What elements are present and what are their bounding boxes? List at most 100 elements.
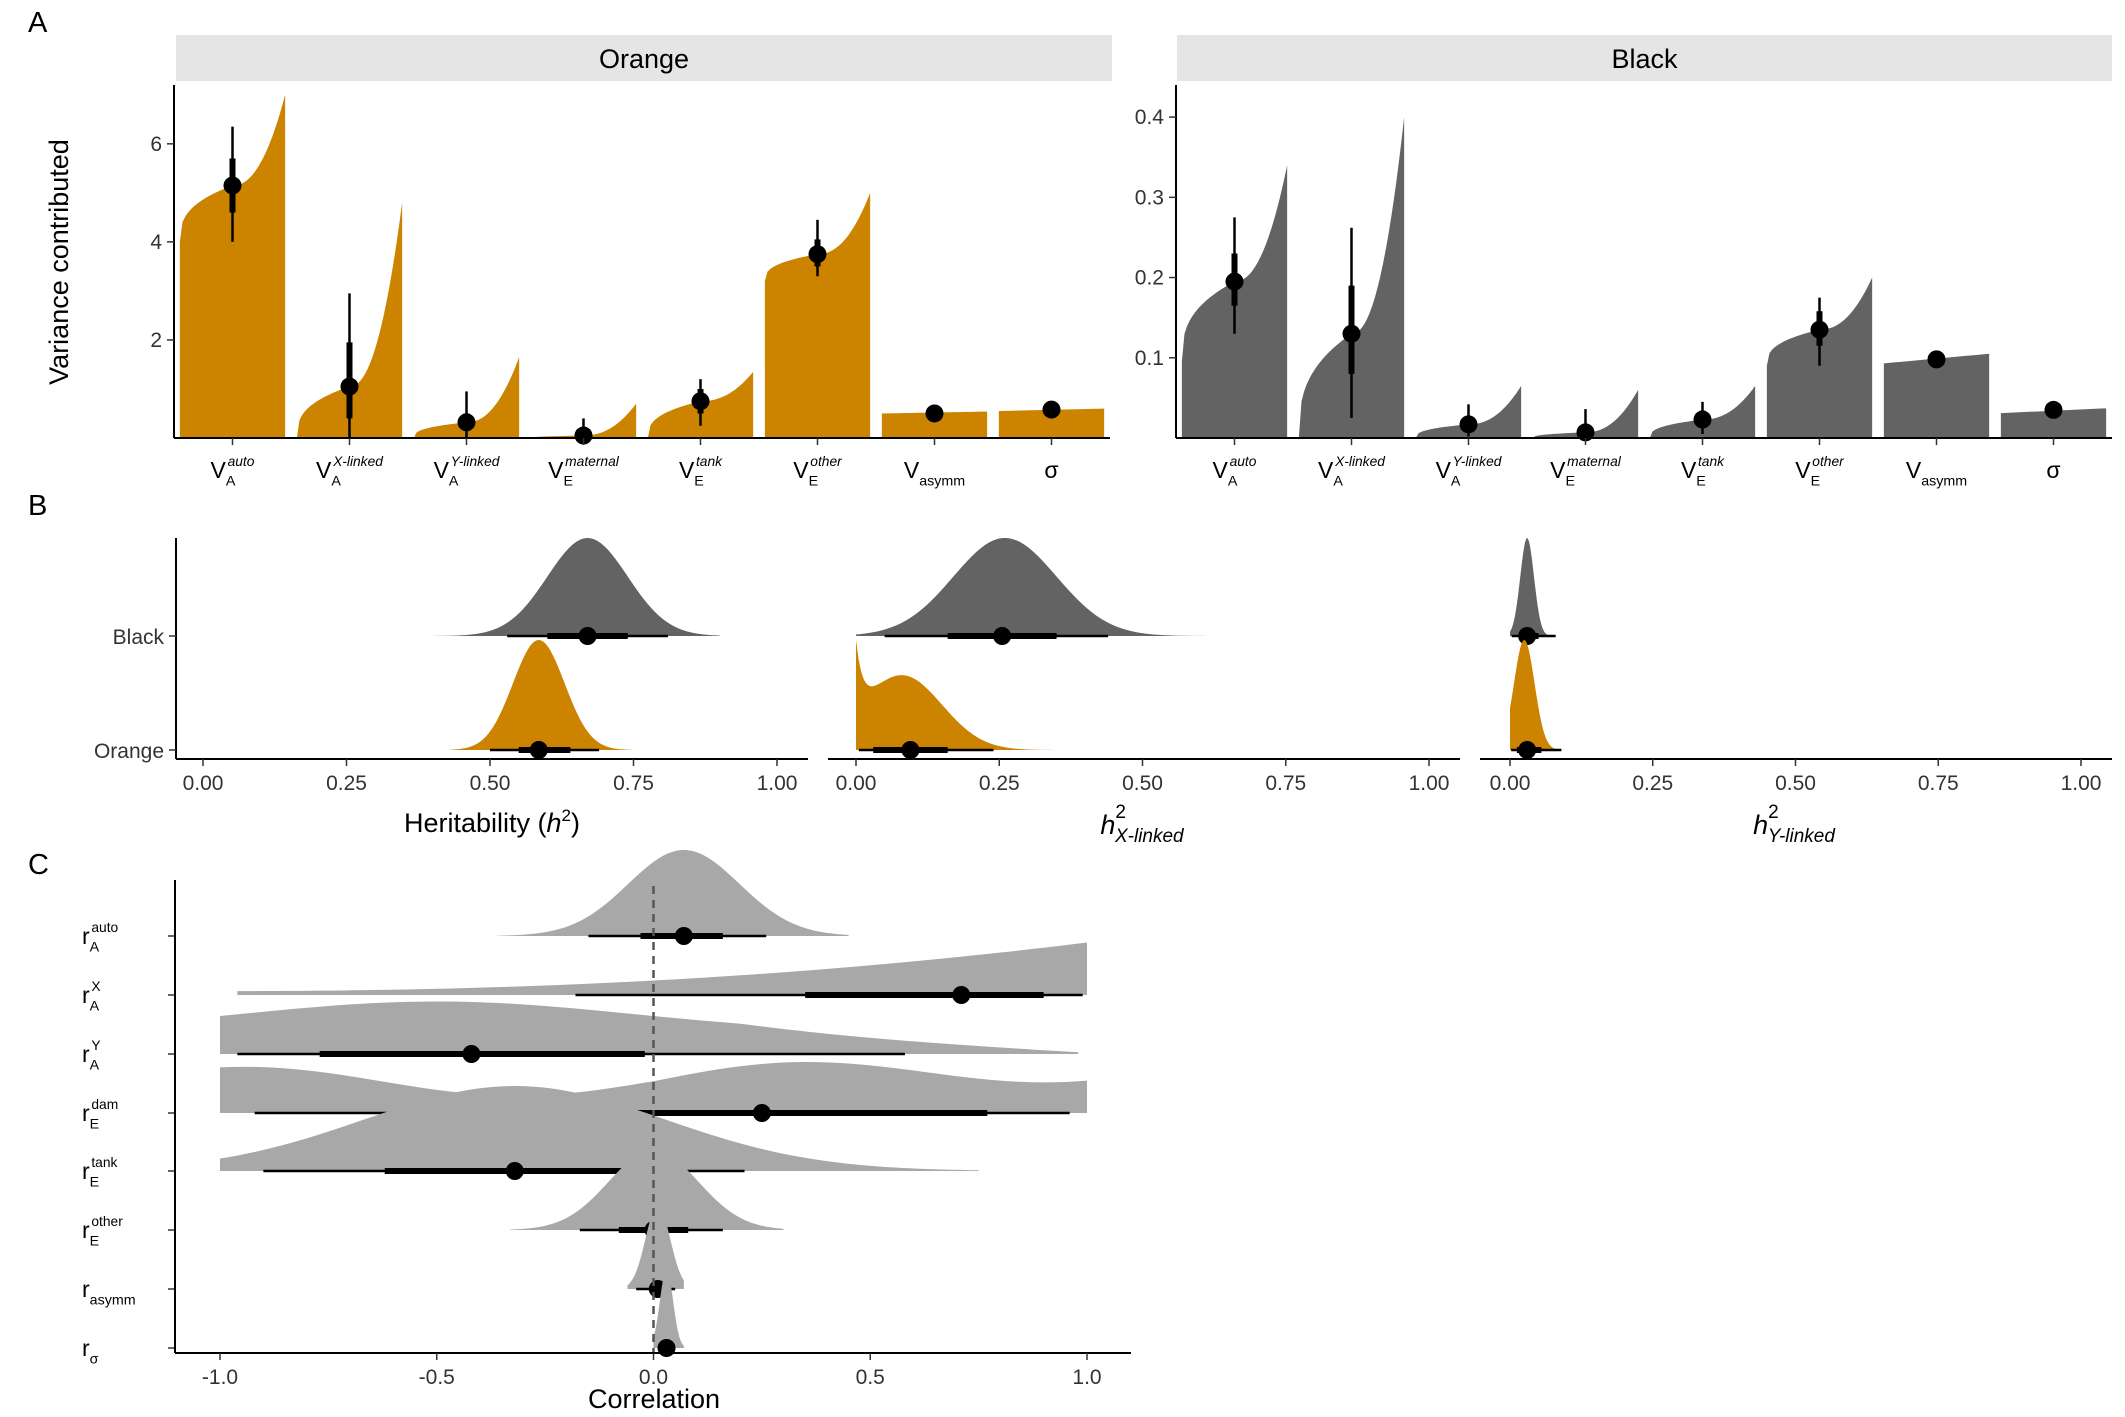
svg-text:rσ: rσ [82,1335,99,1367]
x-tick-label: 0.75 [1918,772,1959,795]
svg-text:VAY-linked: VAY-linked [1436,454,1503,490]
svg-text:rAX: rAX [82,979,101,1015]
median-point-orange [1518,741,1537,759]
x-tick-label: 0.25 [326,772,367,795]
y-tick-label: rEdam [82,1097,118,1133]
x-tick-label: 0.00 [1490,772,1531,795]
y-tick-label: 0.3 [1135,186,1164,209]
x-tick-label: 0.75 [613,772,654,795]
x-tick-label: 0.00 [183,772,224,795]
median-point-4 [691,392,710,411]
median-point [505,1162,524,1180]
panel-b-facet-1: 0.00 0.25 0.50 0.75 1.00 h2 X-linked [828,538,1460,847]
density-orange [1510,640,1590,750]
median-point [752,1104,771,1122]
x-axis-title: h2 X-linked [1100,802,1185,847]
violin-6 [1883,353,1990,438]
x-tick-label-0: VAauto [211,454,255,490]
violin-1 [296,202,403,438]
svg-text:VEmaternal: VEmaternal [548,454,620,490]
violin-0 [179,94,286,439]
y-tick-label: 0.4 [1135,106,1165,129]
violin-1 [1298,117,1405,438]
facet-orange: Orange 2 4 6 VAauto VAX-linked VAY-linked VEmat… [150,35,1112,489]
violin-7 [2000,408,2107,438]
median-point-2 [457,413,476,432]
density-black [432,538,720,636]
y-tick-label: rasymm [82,1276,136,1308]
median-point-orange [901,741,920,759]
density [497,850,849,936]
density [627,1205,684,1289]
x-tick-label-7: σ [1044,457,1058,483]
median-point-7 [2044,400,2063,419]
y-tick-label-orange: Orange [94,740,164,763]
median-point [952,986,971,1004]
x-tick-label-4: VEtank [1681,454,1725,490]
median-point-orange [529,741,548,759]
x-tick-label: 1.0 [1072,1366,1101,1389]
violin-5 [764,192,871,438]
median-point-black [578,627,597,645]
median-point-4 [1693,410,1712,429]
median-point-black [1518,627,1537,645]
svg-text:VAauto: VAauto [211,454,255,490]
density [510,1150,784,1230]
svg-text:Vasymm: Vasymm [904,457,965,489]
x-tick-label: 0.0 [639,1366,668,1389]
svg-text:VEother: VEother [793,454,843,490]
x-tick-label-0: VAauto [1213,454,1257,490]
density [220,1001,1079,1054]
row-tank: rEtank [82,1086,979,1190]
svg-text:rEother: rEother [82,1214,123,1250]
violin-2 [1415,385,1522,438]
density [220,1086,979,1171]
y-tick-label: rEother [82,1214,123,1250]
x-tick-label: 1.00 [757,772,798,795]
x-tick-label-5: VEother [1795,454,1845,490]
x-tick-label-2: VAY-linked [434,454,501,490]
x-tick-label: 0.50 [470,772,511,795]
density-orange [856,640,1069,750]
y-tick-label: 4 [150,231,162,254]
x-tick-label-4: VEtank [679,454,723,490]
svg-text:VEtank: VEtank [679,454,723,490]
median-point-1 [340,377,359,396]
x-tick-label-2: VAY-linked [1436,454,1503,490]
svg-text:VAauto: VAauto [1213,454,1257,490]
y-tick-label: rAY [82,1038,101,1074]
median-point-0 [223,176,242,195]
violin-3 [1532,389,1639,438]
svg-text:VAX-linked: VAX-linked [316,454,384,490]
y-tick-label: 0.1 [1135,347,1164,370]
median-point-7 [1042,400,1061,419]
y-tick-label: rAX [82,979,101,1015]
facet-strip [1177,35,2112,81]
median-point-black [993,627,1012,645]
facet-black: Black 0.1 0.2 0.3 0.4 VAauto VAX-linked VAY-lin… [1135,35,2112,489]
violin-3 [530,403,637,438]
violin-4 [1649,385,1756,438]
density [653,1269,684,1348]
y-tick-label: rAauto [82,920,119,956]
panel-b-facet-2: 0.00 0.25 0.50 0.75 1.00 h2 Y-linked [1480,538,2112,847]
x-tick-label-1: VAX-linked [316,454,384,490]
svg-text:rAauto: rAauto [82,920,119,956]
x-tick-label-5: VEother [793,454,843,490]
svg-text:rEdam: rEdam [82,1097,118,1133]
svg-text:Vasymm: Vasymm [1906,457,1967,489]
svg-text:VEother: VEother [1795,454,1845,490]
panel-label-a: A [28,7,48,39]
panel-label-c: C [28,849,49,881]
violin-7 [998,408,1105,438]
row-x: rAX [82,942,1088,1015]
y-tick-label: 6 [150,133,162,156]
y-axis-title: Variance contributed [44,139,74,385]
x-tick-label: 0.25 [979,772,1020,795]
median-point-1 [1342,324,1361,343]
median-point [462,1045,481,1063]
panel-a: Orange 2 4 6 VAauto VAX-linked VAY-linked VEmat… [44,35,2112,489]
median-point [674,927,693,945]
svg-text:σ: σ [1044,457,1058,483]
